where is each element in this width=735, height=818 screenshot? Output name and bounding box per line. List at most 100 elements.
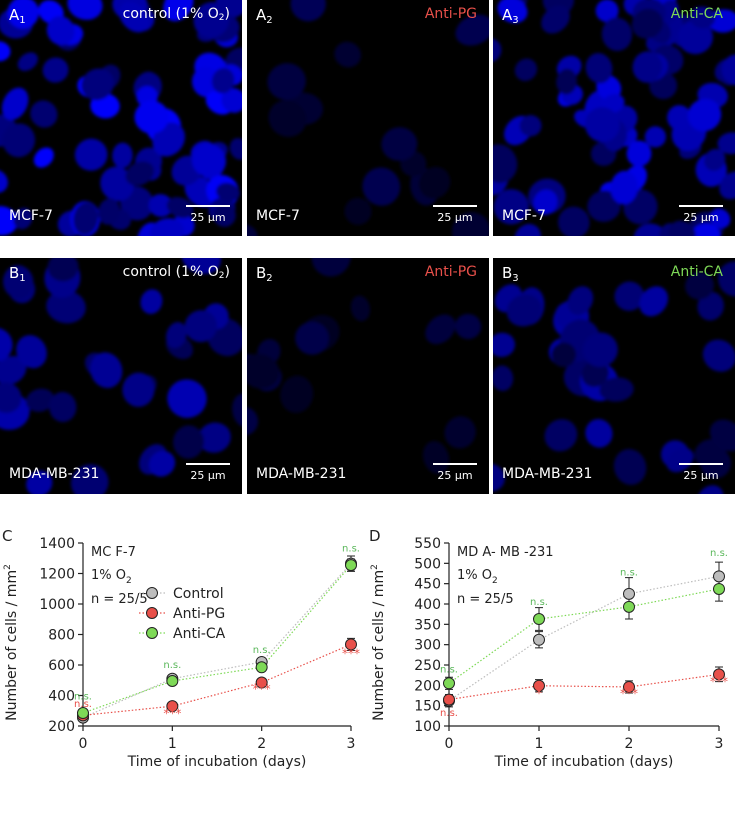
significance-label: n.s. bbox=[163, 660, 181, 671]
panel-condition-title: control (1% O2) bbox=[122, 6, 230, 23]
y-tick-label: 350 bbox=[414, 617, 441, 633]
significance-label: n.s. bbox=[440, 664, 458, 675]
nuclei-image bbox=[0, 0, 242, 236]
legend-entry-control: Control bbox=[173, 586, 224, 602]
scale-bar: 25 µm bbox=[186, 463, 230, 482]
significance-label: n.s. bbox=[74, 691, 92, 702]
significance-label: n.s. bbox=[710, 548, 728, 559]
data-point-control bbox=[713, 570, 725, 583]
series-line-control bbox=[448, 575, 720, 702]
data-point-anti-ca bbox=[255, 661, 268, 674]
data-point-anti-ca bbox=[77, 707, 89, 720]
panel-a2: A2 Anti-PG MCF-7 25 µm bbox=[247, 0, 489, 236]
nuclei-image bbox=[247, 0, 489, 236]
significance-label: *** bbox=[342, 646, 360, 660]
oxygen-info: 1% O2 bbox=[91, 568, 132, 586]
y-tick-label: 1400 bbox=[39, 536, 75, 552]
legend-marker bbox=[146, 587, 158, 599]
nuclei-image bbox=[247, 258, 482, 474]
y-tick-label: 200 bbox=[48, 719, 75, 735]
data-point-control bbox=[533, 633, 545, 646]
x-tick-label: 2 bbox=[257, 736, 266, 752]
y-tick-label: 500 bbox=[414, 556, 441, 572]
y-axis-label: Number of cells / mm2 bbox=[3, 564, 20, 721]
legend-marker bbox=[146, 607, 158, 619]
cell-line-label: MCF-7 bbox=[256, 208, 300, 224]
significance-label: n.s. bbox=[74, 699, 92, 710]
cell-line-label: MDA-MB-231 bbox=[502, 466, 593, 482]
y-tick-label: 150 bbox=[414, 699, 441, 715]
n-info: n = 25/5 bbox=[457, 592, 514, 607]
y-tick-label: 800 bbox=[48, 628, 75, 644]
scale-bar: 25 µm bbox=[679, 463, 723, 482]
nuclei-image bbox=[0, 258, 242, 494]
data-point-anti-ca bbox=[713, 582, 725, 595]
significance-label: * bbox=[536, 687, 542, 701]
panel-a1: A1 control (1% O2) MCF-7 25 µm bbox=[0, 0, 242, 236]
cell-line-label: MCF-7 bbox=[502, 208, 546, 224]
legend-marker bbox=[146, 627, 158, 639]
series-line-anti-pg bbox=[82, 643, 352, 716]
y-tick-label: 1200 bbox=[39, 567, 75, 583]
panel-letter: A3 bbox=[502, 6, 519, 26]
chart-c-mcf7: 200 400 600 800 1000 1200 1400 0 1 2 3 Time of incu… bbox=[2, 527, 360, 770]
panel-letter: D bbox=[369, 527, 381, 545]
chart-d-mdamb231: 100 150 200 250 300 350 400 450 500 550 0 1 2 3 Time o… bbox=[369, 527, 728, 770]
legend-entry-anti-pg: Anti-PG bbox=[173, 606, 225, 622]
panel-letter: A1 bbox=[9, 6, 26, 26]
scale-bar-label: 25 µm bbox=[683, 211, 719, 224]
significance-label: *** bbox=[710, 674, 728, 688]
y-tick-label: 600 bbox=[48, 658, 75, 674]
panel-condition-title: Anti-PG bbox=[424, 6, 477, 22]
panel-b3: B3 Anti-CA MDA-MB-231 25 µm bbox=[493, 258, 735, 494]
cell-line-label: MCF-7 bbox=[9, 208, 53, 224]
oxygen-info: 1% O2 bbox=[457, 568, 498, 586]
data-point-anti-ca bbox=[533, 613, 545, 626]
data-point-control bbox=[623, 587, 635, 600]
y-tick-label: 450 bbox=[414, 577, 441, 593]
panel-letter: B3 bbox=[502, 264, 519, 284]
panel-b1: B1 control (1% O2) MDA-MB-231 25 µm bbox=[0, 258, 242, 494]
scale-bar: 25 µm bbox=[433, 205, 477, 224]
scale-bar-label: 25 µm bbox=[190, 211, 226, 224]
data-point-anti-ca bbox=[345, 559, 357, 572]
significance-label: *** bbox=[163, 707, 181, 721]
cell-line-info: MC F-7 bbox=[91, 545, 136, 560]
y-tick-label: 200 bbox=[414, 678, 441, 694]
cell-line-info: MD A- MB -231 bbox=[457, 545, 554, 560]
x-axis-label: Time of incubation (days) bbox=[494, 754, 674, 770]
data-point-anti-ca bbox=[443, 677, 455, 690]
cell-line-label: MDA-MB-231 bbox=[256, 466, 347, 482]
y-tick-label: 100 bbox=[414, 719, 441, 735]
series-line-anti-pg bbox=[448, 673, 720, 701]
nuclei-image bbox=[493, 0, 735, 236]
data-point-anti-pg bbox=[443, 693, 455, 706]
nuclei-image bbox=[493, 261, 735, 494]
x-tick-label: 0 bbox=[445, 736, 454, 752]
data-point-anti-pg bbox=[345, 638, 357, 651]
y-tick-label: 1000 bbox=[39, 597, 75, 613]
scale-bar: 25 µm bbox=[679, 205, 723, 224]
data-point-anti-ca bbox=[166, 675, 179, 688]
scale-bar-label: 25 µm bbox=[190, 469, 226, 482]
y-tick-label: 400 bbox=[414, 597, 441, 613]
cell-line-label: MDA-MB-231 bbox=[9, 466, 100, 482]
data-point-anti-pg bbox=[713, 668, 725, 681]
y-tick-label: 300 bbox=[414, 638, 441, 654]
significance-label: n.s. bbox=[342, 543, 360, 554]
panel-b2: B2 Anti-PG MDA-MB-231 25 µm bbox=[247, 258, 489, 494]
data-point-anti-pg bbox=[255, 676, 268, 689]
y-tick-label: 400 bbox=[48, 689, 75, 705]
n-info: n = 25/5 bbox=[91, 592, 148, 607]
x-tick-label: 1 bbox=[168, 736, 177, 752]
x-tick-label: 2 bbox=[625, 736, 634, 752]
panel-condition-title: Anti-CA bbox=[670, 264, 723, 280]
panel-condition-title: Anti-PG bbox=[424, 264, 477, 280]
data-point-anti-ca bbox=[623, 600, 635, 613]
legend-entry-anti-ca: Anti-CA bbox=[173, 626, 226, 642]
y-tick-label: 250 bbox=[414, 658, 441, 674]
significance-label: *** bbox=[620, 687, 638, 701]
series-line-anti-ca bbox=[82, 564, 352, 714]
data-point-anti-pg bbox=[623, 680, 635, 693]
x-axis-label: Time of incubation (days) bbox=[127, 754, 307, 770]
